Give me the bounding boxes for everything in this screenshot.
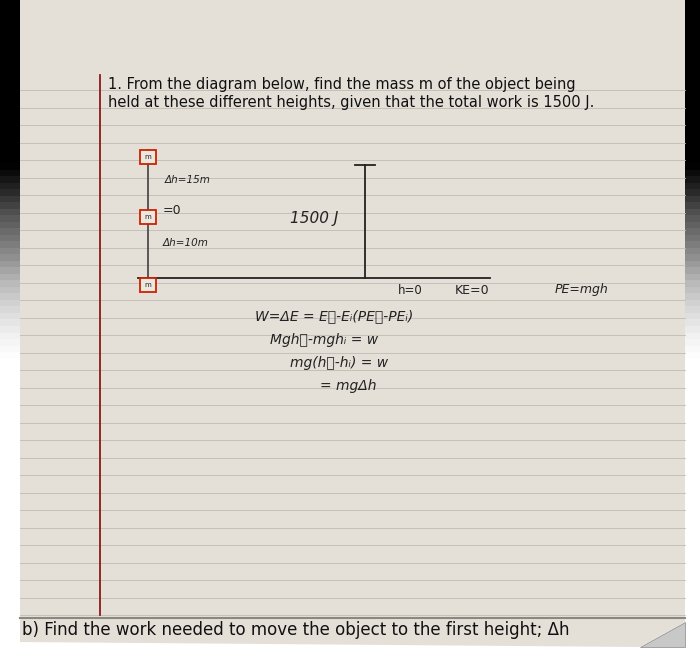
Text: m: m bbox=[145, 282, 151, 288]
Text: Mgh₟-mghᵢ = w: Mgh₟-mghᵢ = w bbox=[270, 333, 378, 347]
Text: m: m bbox=[145, 154, 151, 160]
Text: mg(h₟-hᵢ) = w: mg(h₟-hᵢ) = w bbox=[290, 356, 388, 370]
Polygon shape bbox=[20, 0, 685, 647]
Text: Δh=10m: Δh=10m bbox=[163, 238, 209, 248]
Text: KE=0: KE=0 bbox=[455, 284, 489, 297]
Polygon shape bbox=[640, 622, 685, 647]
Text: W=ΔE = E₟-Eᵢ(PE₟-PEᵢ): W=ΔE = E₟-Eᵢ(PE₟-PEᵢ) bbox=[255, 309, 413, 323]
Text: PE=mgh: PE=mgh bbox=[555, 284, 609, 297]
Text: 1. From the diagram below, find the mass m of the object being: 1. From the diagram below, find the mass… bbox=[108, 77, 575, 92]
Text: m: m bbox=[145, 214, 151, 220]
Text: b) Find the work needed to move the object to the first height; Δh: b) Find the work needed to move the obje… bbox=[22, 621, 570, 639]
Text: =0: =0 bbox=[163, 203, 181, 216]
Text: held at these different heights, given that the total work is 1500 J.: held at these different heights, given t… bbox=[108, 95, 594, 110]
FancyBboxPatch shape bbox=[140, 150, 156, 164]
Text: Δh=15m: Δh=15m bbox=[165, 175, 211, 185]
FancyBboxPatch shape bbox=[140, 210, 156, 224]
FancyBboxPatch shape bbox=[140, 278, 156, 292]
Text: 1500 J: 1500 J bbox=[290, 211, 338, 226]
Text: h=0: h=0 bbox=[398, 284, 423, 297]
Text: = mgΔh: = mgΔh bbox=[320, 379, 377, 393]
